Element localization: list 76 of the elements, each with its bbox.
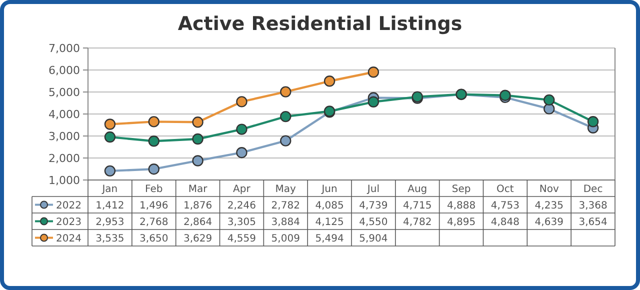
point <box>280 110 292 122</box>
x-tick-label: Jul <box>366 184 380 195</box>
data-label: 5,494 <box>315 233 344 244</box>
data-label: 3,884 <box>271 216 300 228</box>
x-tick-label: Sep <box>452 184 471 195</box>
data-label: 4,848 <box>490 216 520 228</box>
point <box>236 146 248 158</box>
x-tick-label: Aug <box>408 184 428 195</box>
data-label: 4,888 <box>446 200 476 212</box>
x-tick-label: Feb <box>145 184 163 195</box>
data-label: 4,125 <box>315 216 344 228</box>
legend-label: 2023 <box>56 216 82 228</box>
data-label: 2,246 <box>227 200 256 212</box>
point <box>192 133 204 145</box>
x-tick-label: Apr <box>233 184 252 195</box>
point <box>148 116 160 128</box>
point <box>236 124 248 135</box>
data-label: 3,650 <box>140 233 168 244</box>
data-label: 2,953 <box>96 216 124 228</box>
legend-label: 2022 <box>56 200 82 212</box>
data-label: 1,876 <box>183 200 212 212</box>
y-tick-label: 1,000 <box>48 174 80 187</box>
y-tick-label: 4,000 <box>48 108 80 121</box>
point <box>280 86 292 98</box>
x-tick-label: Jan <box>101 184 118 195</box>
y-tick-label: 2,000 <box>48 152 80 165</box>
data-label: 3,368 <box>578 200 608 212</box>
y-tick-label: 5,000 <box>48 86 80 99</box>
x-tick-label: May <box>275 184 296 195</box>
point <box>104 131 116 143</box>
x-tick-label: Mar <box>188 184 208 195</box>
data-label: 3,654 <box>578 216 608 228</box>
point <box>104 118 116 130</box>
y-tick-label: 3,000 <box>48 130 80 143</box>
point <box>192 155 204 166</box>
point <box>544 94 555 106</box>
point <box>104 165 116 177</box>
point <box>368 66 380 78</box>
point <box>324 76 336 87</box>
data-label: 4,639 <box>534 216 564 228</box>
data-label: 4,235 <box>534 200 564 212</box>
data-label: 4,753 <box>490 200 520 212</box>
x-tick-label: Jun <box>320 184 338 195</box>
data-label: 4,550 <box>359 216 388 228</box>
point <box>236 96 248 108</box>
data-label: 4,782 <box>403 216 432 228</box>
chart-title: Active Residential Listings <box>178 13 462 35</box>
data-label: 1,412 <box>96 200 124 212</box>
point <box>148 136 160 147</box>
point <box>500 90 511 101</box>
point <box>148 163 160 175</box>
data-label: 3,535 <box>96 233 124 244</box>
y-tick-label: 7,000 <box>48 42 80 55</box>
data-label: 4,085 <box>315 200 344 212</box>
data-label: 2,782 <box>271 200 300 212</box>
x-tick-label: Oct <box>496 184 514 195</box>
data-label: 4,559 <box>227 233 256 244</box>
data-label: 4,715 <box>403 200 432 212</box>
data-label: 1,496 <box>140 200 168 212</box>
data-label: 5,904 <box>359 233 388 244</box>
data-label: 5,009 <box>271 233 300 244</box>
point <box>587 116 599 128</box>
point <box>280 135 292 146</box>
data-label: 4,895 <box>446 216 476 228</box>
x-tick-label: Dec <box>583 184 603 195</box>
data-label: 3,629 <box>183 233 212 244</box>
data-label: 2,768 <box>140 216 168 228</box>
data-label: 3,305 <box>227 216 256 228</box>
point <box>544 103 555 114</box>
legend-label: 2024 <box>56 233 82 244</box>
point <box>192 116 204 128</box>
x-tick-label: Nov <box>539 184 559 195</box>
data-label: 4,739 <box>359 200 388 212</box>
y-tick-label: 6,000 <box>48 64 80 77</box>
data-label: 2,864 <box>183 216 212 228</box>
point <box>368 96 380 108</box>
